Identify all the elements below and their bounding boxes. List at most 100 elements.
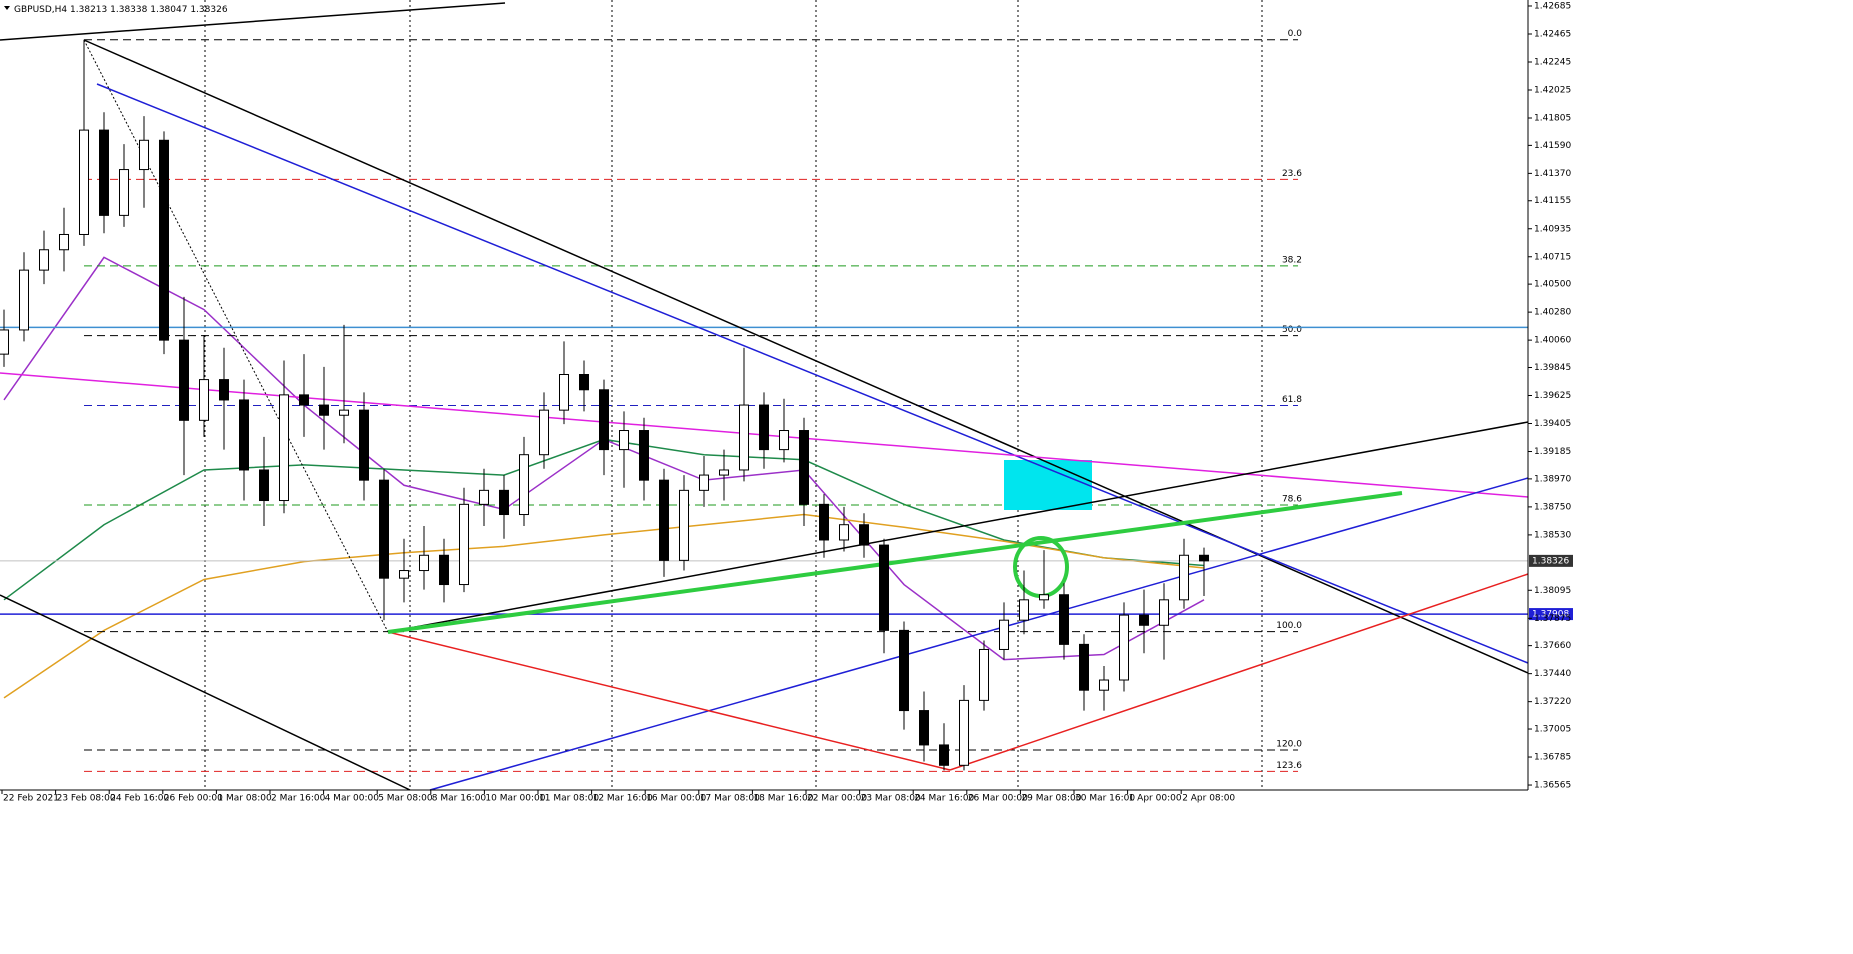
x-tick-label: 22 Feb 2021: [3, 794, 59, 804]
candle-body: [319, 404, 329, 416]
y-tick-label: 1.41155: [1534, 196, 1571, 206]
y-tick-label: 1.37875: [1534, 614, 1571, 624]
y-tick-label: 1.36785: [1534, 753, 1571, 763]
y-tick-label: 1.37660: [1534, 641, 1571, 651]
candle-body: [439, 554, 449, 586]
candle-body: [139, 139, 149, 171]
y-tick-label: 1.37220: [1534, 697, 1571, 707]
x-tick-label: 4 Mar 00:00: [325, 794, 380, 804]
x-tick-label: 18 Mar 16:00: [753, 794, 813, 804]
y-tick-label: 1.38095: [1534, 586, 1571, 596]
candle-body: [519, 454, 529, 516]
candle-body: [159, 139, 169, 341]
close: 1.38326: [190, 5, 227, 15]
candle-body: [199, 379, 209, 421]
candle-body: [1199, 554, 1209, 562]
candle-body: [779, 430, 789, 451]
candle-body: [399, 570, 409, 579]
candle-body: [559, 374, 569, 411]
y-tick-label: 1.42685: [1534, 1, 1571, 11]
x-tick-label: 22 Mar 00:00: [807, 794, 867, 804]
y-tick-label: 1.36565: [1534, 781, 1571, 791]
y-tick-label: 1.39185: [1534, 447, 1571, 457]
y-tick-label: 1.40500: [1534, 280, 1571, 290]
x-tick-label: 1 Mar 08:00: [217, 794, 272, 804]
fib-label: 120.0: [1276, 740, 1302, 750]
trend-line: [429, 477, 1529, 791]
trend-line: [0, 2, 506, 41]
x-tick-label: 2 Mar 16:00: [271, 794, 326, 804]
x-tick-label: 24 Feb 16:00: [110, 794, 169, 804]
candle-body: [539, 409, 549, 456]
candle-body: [1179, 554, 1189, 601]
candle-body: [19, 269, 29, 331]
candle-body: [639, 430, 649, 481]
candle-body: [1099, 679, 1109, 691]
low: 1.38047: [150, 5, 187, 15]
candle-body: [1039, 594, 1049, 601]
x-tick-label: 24 Mar 16:00: [914, 794, 974, 804]
y-tick-label: 1.37440: [1534, 669, 1571, 679]
candle-body: [919, 710, 929, 746]
menu-arrow: [4, 6, 10, 10]
candle-body: [459, 503, 469, 586]
x-tick-label: 5 Mar 08:00: [378, 794, 433, 804]
candle-body: [1119, 614, 1129, 681]
candle-body: [79, 129, 89, 235]
candle-body: [1079, 643, 1089, 691]
trend-line: [96, 83, 1529, 664]
high: 1.38338: [110, 5, 147, 15]
candle-body: [879, 544, 889, 631]
y-tick-label: 1.42465: [1534, 29, 1571, 39]
x-tick-label: 26 Feb 00:00: [164, 794, 223, 804]
y-tick-label: 1.37005: [1534, 725, 1571, 735]
y-tick-label: 1.38750: [1534, 502, 1571, 512]
y-tick-label: 1.39845: [1534, 363, 1571, 373]
symbol: GBPUSD,H4: [14, 5, 67, 15]
x-tick-label: 1 Apr 00:00: [1129, 794, 1182, 804]
candle-body: [939, 744, 949, 766]
y-tick-label: 1.41370: [1534, 169, 1571, 179]
fib-label: 23.6: [1282, 169, 1302, 179]
candle-body: [619, 430, 629, 451]
candle-body: [479, 489, 489, 505]
highlight-box: [1004, 460, 1092, 510]
candle-body: [299, 394, 309, 406]
trend-line: [387, 421, 1529, 633]
candle-body: [979, 648, 989, 701]
fib-label: 38.2: [1282, 255, 1302, 265]
fib-label: 0.0: [1288, 29, 1303, 39]
candle-body: [1019, 599, 1029, 621]
x-tick-label: 17 Mar 08:00: [700, 794, 760, 804]
y-tick-label: 1.39405: [1534, 419, 1571, 429]
x-tick-label: 26 Mar 00:00: [968, 794, 1028, 804]
candle-body: [239, 399, 249, 471]
candle-body: [59, 233, 69, 251]
x-tick-label: 11 Mar 08:00: [539, 794, 599, 804]
y-tick-label: 1.38530: [1534, 530, 1571, 540]
candle-body: [219, 379, 229, 401]
price-box: [1529, 608, 1573, 621]
candle-body: [859, 524, 869, 546]
y-tick-label: 1.38970: [1534, 474, 1571, 484]
y-tick-label: 1.41805: [1534, 114, 1571, 124]
y-tick-label: 1.40715: [1534, 252, 1571, 262]
fib-label: 78.6: [1282, 494, 1302, 504]
x-tick-label: 8 Mar 16:00: [432, 794, 487, 804]
y-tick-label: 1.40060: [1534, 336, 1571, 346]
x-tick-label: 30 Mar 16:00: [1075, 794, 1135, 804]
candle-body: [759, 404, 769, 451]
candle-body: [699, 474, 709, 491]
trend-line: [387, 631, 951, 771]
trend-line: [949, 573, 1529, 771]
x-tick-label: 10 Mar 00:00: [485, 794, 545, 804]
x-tick-label: 12 Mar 16:00: [593, 794, 653, 804]
candle-body: [599, 389, 609, 451]
x-tick-label: 16 Mar 00:00: [646, 794, 706, 804]
candle-body: [0, 329, 9, 355]
fib-label: 100.0: [1276, 621, 1302, 631]
candle-body: [259, 469, 269, 502]
candle-body: [799, 430, 809, 505]
